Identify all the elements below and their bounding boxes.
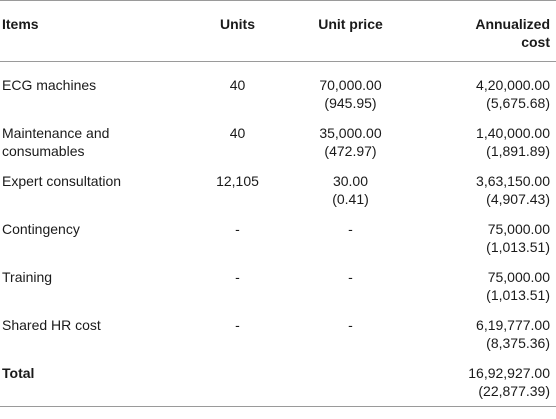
unit-price-value: 30.00 [332, 173, 369, 189]
item-label: Shared HR cost [2, 317, 101, 333]
unit-price-usd: (472.97) [324, 143, 377, 159]
cell-units: 12,105 [216, 173, 259, 189]
cell-item: Shared HR cost [0, 306, 190, 354]
item-label: ECG machines [2, 77, 97, 93]
cell-unit-price: - [285, 258, 416, 306]
header-annualized-cost: Annualized cost [416, 0, 556, 62]
cost-value: 75,000.00 [487, 221, 550, 237]
total-unit-price [285, 354, 416, 407]
cell-item: Contingency [0, 210, 190, 258]
unit-price-value: 70,000.00 [319, 77, 382, 93]
cell-unit-price: 30.00 (0.41) [285, 162, 416, 210]
cost-usd: (1,013.51) [486, 239, 550, 255]
cell-units: - [235, 317, 240, 333]
total-units [190, 354, 285, 407]
cell-annualized-cost: 3,63,150.00 (4,907.43) [416, 162, 556, 210]
cell-unit-price: - [285, 306, 416, 354]
cell-annualized-cost: 6,19,777.00 (8,375.36) [416, 306, 556, 354]
unit-price-usd: (945.95) [324, 95, 377, 111]
total-cost: 16,92,927.00 (22,877.39) [416, 354, 556, 407]
cell-item: ECG machines [0, 62, 190, 115]
cell-unit-price: 70,000.00 (945.95) [285, 62, 416, 115]
cost-table: Items Units Unit price Annualized cost E… [0, 0, 556, 407]
cell-item: Expert consultation [0, 162, 190, 210]
item-label-line2: consumables [2, 143, 85, 159]
header-items: Items [0, 0, 190, 62]
cell-annualized-cost: 1,40,000.00 (1,891.89) [416, 114, 556, 162]
item-label: Contingency [2, 221, 80, 237]
cost-value: 75,000.00 [487, 269, 550, 285]
cost-usd: (4,907.43) [486, 191, 550, 207]
cell-unit-price: - [285, 210, 416, 258]
total-cost-value: 16,92,927.00 [468, 365, 550, 381]
table-header: Items Units Unit price Annualized cost [0, 0, 556, 62]
cost-usd: (1,013.51) [486, 287, 550, 303]
cell-units: - [235, 221, 240, 237]
header-annualized-cost-line2: cost [521, 34, 550, 50]
table-row: Contingency - - 75,000.00 (1,013.51) [0, 210, 556, 258]
unit-price-usd: (0.41) [332, 191, 369, 207]
cell-units: 40 [229, 77, 246, 93]
cost-usd: (5,675.68) [486, 95, 550, 111]
unit-price-value: - [348, 269, 353, 285]
cost-value: 3,63,150.00 [476, 173, 550, 189]
cell-annualized-cost: 4,20,000.00 (5,675.68) [416, 62, 556, 115]
cost-usd: (8,375.36) [486, 335, 550, 351]
total-cost-usd: (22,877.39) [478, 383, 550, 399]
table-row: Shared HR cost - - 6,19,777.00 (8,375.36… [0, 306, 556, 354]
cell-units: 40 [229, 125, 246, 141]
table-row: ECG machines 40 70,000.00 (945.95) 4,20,… [0, 62, 556, 115]
cell-annualized-cost: 75,000.00 (1,013.51) [416, 210, 556, 258]
cost-value: 6,19,777.00 [476, 317, 550, 333]
cost-usd: (1,891.89) [486, 143, 550, 159]
cell-annualized-cost: 75,000.00 (1,013.51) [416, 258, 556, 306]
cost-value: 1,40,000.00 [476, 125, 550, 141]
table-body: ECG machines 40 70,000.00 (945.95) 4,20,… [0, 62, 556, 407]
item-label: Maintenance and [2, 125, 110, 141]
total-label: Total [0, 354, 190, 407]
header-annualized-cost-line1: Annualized [475, 16, 550, 32]
cell-unit-price: 35,000.00 (472.97) [285, 114, 416, 162]
table-row: Expert consultation 12,105 30.00 (0.41) … [0, 162, 556, 210]
header-unit-price: Unit price [285, 0, 416, 62]
total-row: Total 16,92,927.00 (22,877.39) [0, 354, 556, 407]
unit-price-value: - [348, 317, 353, 333]
cell-item: Maintenance and consumables [0, 114, 190, 162]
header-units: Units [190, 0, 285, 62]
unit-price-value: 35,000.00 [319, 125, 382, 141]
header-row: Items Units Unit price Annualized cost [0, 0, 556, 62]
unit-price-value: - [348, 221, 353, 237]
item-label: Training [2, 269, 53, 285]
item-label: Expert consultation [2, 173, 122, 189]
cell-item: Training [0, 258, 190, 306]
cost-value: 4,20,000.00 [476, 77, 550, 93]
table-row: Training - - 75,000.00 (1,013.51) [0, 258, 556, 306]
cell-units: - [235, 269, 240, 285]
table-row: Maintenance and consumables 40 35,000.00… [0, 114, 556, 162]
